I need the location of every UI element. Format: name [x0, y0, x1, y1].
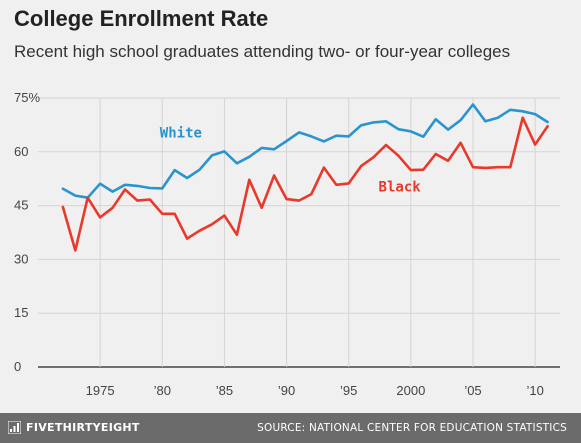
- fivethirtyeight-logo-icon: [8, 421, 21, 434]
- y-tick-label: 75%: [14, 90, 40, 105]
- x-tick-label: ’90: [278, 383, 295, 398]
- x-tick-label: ’05: [464, 383, 481, 398]
- footer-bar: FIVETHIRTYEIGHT SOURCE: NATIONAL CENTER …: [0, 413, 581, 443]
- chart-subtitle: Recent high school graduates attending t…: [14, 42, 511, 61]
- brand: FIVETHIRTYEIGHT: [8, 421, 140, 434]
- y-tick-label: 45: [14, 198, 28, 213]
- x-tick-label: ’85: [216, 383, 233, 398]
- x-tick-label: ’10: [526, 383, 543, 398]
- y-tick-label: 15: [14, 305, 28, 320]
- chart-title: College Enrollment Rate: [14, 6, 269, 31]
- x-tick-label: ’95: [340, 383, 357, 398]
- x-tick-label: ’80: [154, 383, 171, 398]
- source-note: SOURCE: NATIONAL CENTER FOR EDUCATION ST…: [257, 422, 567, 434]
- series-label-black: Black: [379, 179, 422, 195]
- line-chart: 0 15 30 45 60 75% 1975 ’80 ’85 ’90 ’95 2000 ’05 ’10 Wh…: [14, 90, 560, 398]
- y-tick-label: 30: [14, 251, 28, 266]
- series-line-black: [61, 116, 549, 252]
- y-tick-label: 0: [14, 359, 21, 374]
- y-tick-label: 60: [14, 144, 28, 159]
- series-label-white: White: [160, 125, 202, 141]
- x-tick-label: 1975: [86, 383, 115, 398]
- x-tick-label: 2000: [396, 383, 425, 398]
- brand-name: FIVETHIRTYEIGHT: [26, 421, 140, 434]
- series-line-white: [61, 103, 549, 199]
